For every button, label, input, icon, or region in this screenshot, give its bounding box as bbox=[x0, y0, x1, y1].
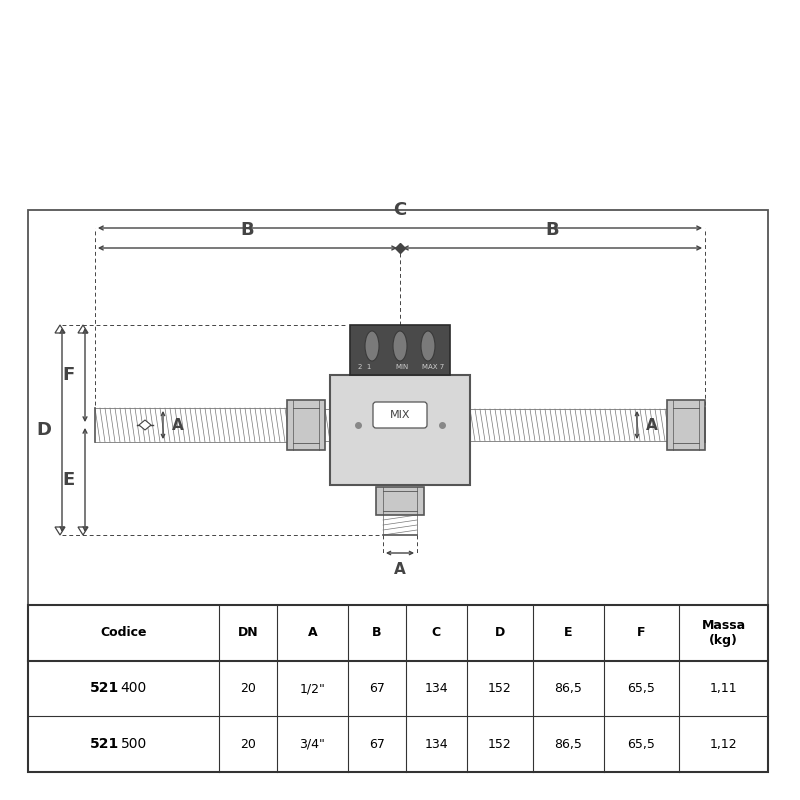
Text: 2  1: 2 1 bbox=[358, 364, 371, 370]
Bar bbox=[287, 400, 325, 450]
Text: Codice: Codice bbox=[101, 626, 147, 639]
Text: E: E bbox=[62, 471, 75, 489]
Text: 20: 20 bbox=[240, 738, 256, 750]
Text: D: D bbox=[494, 626, 505, 639]
Text: A: A bbox=[308, 626, 318, 639]
Text: B: B bbox=[546, 221, 559, 239]
Bar bbox=[376, 487, 424, 515]
Text: 152: 152 bbox=[488, 682, 512, 695]
Text: 134: 134 bbox=[425, 682, 448, 695]
Text: 67: 67 bbox=[369, 738, 385, 750]
Text: 3/4": 3/4" bbox=[299, 738, 326, 750]
Text: 134: 134 bbox=[425, 738, 448, 750]
Bar bbox=[667, 400, 705, 450]
Text: DN: DN bbox=[238, 626, 258, 639]
Text: MAX 7: MAX 7 bbox=[422, 364, 444, 370]
Text: 152: 152 bbox=[488, 738, 512, 750]
Text: MIN: MIN bbox=[395, 364, 408, 370]
Text: 86,5: 86,5 bbox=[554, 682, 582, 695]
Polygon shape bbox=[139, 420, 151, 430]
Text: B: B bbox=[372, 626, 382, 639]
Text: 67: 67 bbox=[369, 682, 385, 695]
Text: A: A bbox=[646, 418, 658, 433]
Text: MIX: MIX bbox=[390, 410, 410, 420]
Ellipse shape bbox=[393, 331, 407, 361]
Text: 521: 521 bbox=[90, 682, 118, 695]
Text: B: B bbox=[241, 221, 254, 239]
Text: C: C bbox=[394, 201, 406, 219]
Ellipse shape bbox=[365, 331, 379, 361]
Text: Massa
(kg): Massa (kg) bbox=[702, 619, 746, 647]
Text: 400: 400 bbox=[121, 682, 147, 695]
Text: 521: 521 bbox=[90, 737, 118, 751]
Bar bbox=[28, 605, 768, 772]
Text: 1/2": 1/2" bbox=[299, 682, 326, 695]
FancyBboxPatch shape bbox=[373, 402, 427, 428]
Text: 65,5: 65,5 bbox=[627, 738, 655, 750]
Text: 20: 20 bbox=[240, 682, 256, 695]
Text: A: A bbox=[394, 562, 406, 577]
Bar bbox=[28, 210, 768, 605]
Text: 65,5: 65,5 bbox=[627, 682, 655, 695]
Ellipse shape bbox=[421, 331, 435, 361]
Text: A: A bbox=[172, 418, 184, 433]
Text: 500: 500 bbox=[121, 737, 147, 751]
Bar bbox=[330, 375, 470, 485]
Text: 86,5: 86,5 bbox=[554, 738, 582, 750]
Text: D: D bbox=[36, 421, 51, 439]
Text: F: F bbox=[62, 366, 75, 384]
Text: 1,11: 1,11 bbox=[710, 682, 738, 695]
Text: C: C bbox=[432, 626, 441, 639]
Text: F: F bbox=[638, 626, 646, 639]
Text: 1,12: 1,12 bbox=[710, 738, 738, 750]
Text: E: E bbox=[564, 626, 573, 639]
Bar bbox=[350, 325, 450, 375]
